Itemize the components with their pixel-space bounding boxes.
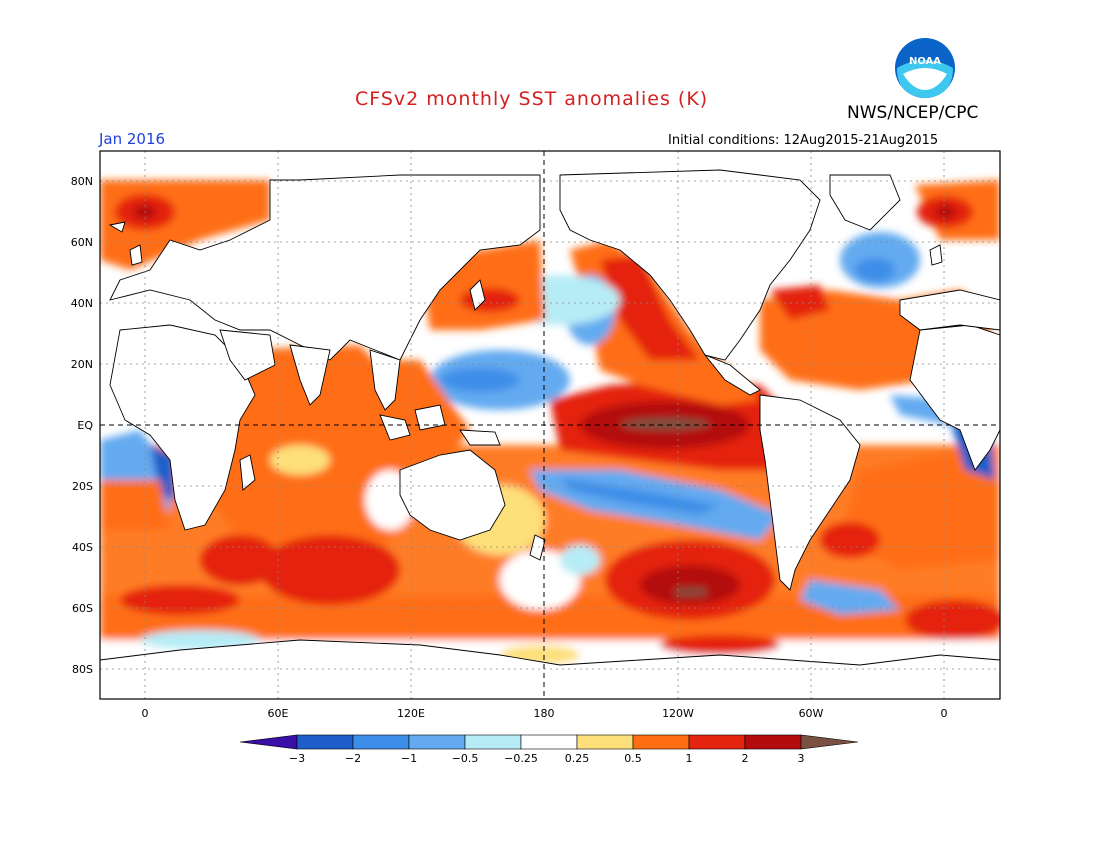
sst-anomaly-field xyxy=(100,151,1000,699)
colorbar-label: 0.25 xyxy=(565,752,590,765)
lat-label: 60N xyxy=(71,236,93,249)
lon-label: 60E xyxy=(268,707,289,720)
colorbar-bin xyxy=(576,734,634,750)
graticule xyxy=(100,151,1000,699)
colorbar-label: 2 xyxy=(742,752,749,765)
noaa-logo-text: NOAA xyxy=(909,56,941,67)
initial-conditions-label: Initial conditions: 12Aug2015-21Aug2015 xyxy=(668,133,939,148)
colorbar-bin xyxy=(688,734,746,750)
colorbar-label: −1 xyxy=(401,752,417,765)
continents xyxy=(100,169,1000,699)
lat-axis: 80N 60N 40N 20N EQ 20S 40S 60S 80S xyxy=(71,175,94,676)
map-frame xyxy=(99,150,1001,700)
valid-month-label: Jan 2016 xyxy=(99,130,166,148)
colorbar-bin xyxy=(408,734,466,750)
lat-label: 20N xyxy=(71,358,93,371)
colorbar-label: −3 xyxy=(289,752,305,765)
lon-label: 0 xyxy=(941,707,948,720)
colorbar-bin xyxy=(352,734,410,750)
lat-label: 80N xyxy=(71,175,93,188)
lon-label: 60W xyxy=(799,707,824,720)
colorbar: −3 −2 −1 −0.5 −0.25 0.25 0.5 1 2 3 xyxy=(239,734,859,765)
lat-label: 60S xyxy=(72,602,93,615)
colorbar-low-arrow xyxy=(239,734,298,750)
colorbar-bin xyxy=(632,734,690,750)
lon-axis: 0 60E 120E 180 120W 60W 0 xyxy=(142,707,948,720)
colorbar-label: −0.5 xyxy=(452,752,479,765)
colorbar-label: −2 xyxy=(345,752,361,765)
lat-label: 80S xyxy=(72,663,93,676)
colorbar-high-arrow xyxy=(800,734,859,750)
colorbar-label: 0.5 xyxy=(624,752,642,765)
colorbar-bin xyxy=(520,734,578,750)
lon-label: 0 xyxy=(142,707,149,720)
colorbar-label: 3 xyxy=(798,752,805,765)
noaa-logo: NOAA xyxy=(895,38,955,98)
colorbar-bin xyxy=(296,734,354,750)
lon-label: 120E xyxy=(397,707,425,720)
colorbar-label: 1 xyxy=(686,752,693,765)
chart-title: CFSv2 monthly SST anomalies (K) xyxy=(355,88,709,110)
colorbar-bin xyxy=(744,734,802,750)
colorbar-bin xyxy=(464,734,522,750)
lon-label: 120W xyxy=(662,707,694,720)
colorbar-label: −0.25 xyxy=(504,752,538,765)
reference-lines xyxy=(100,151,1000,699)
agency-label: NWS/NCEP/CPC xyxy=(847,103,979,123)
lat-label: 40N xyxy=(71,297,93,310)
lat-label: 40S xyxy=(72,541,93,554)
lon-label: 180 xyxy=(534,707,555,720)
lat-label: EQ xyxy=(77,419,93,432)
lat-label: 20S xyxy=(72,480,93,493)
